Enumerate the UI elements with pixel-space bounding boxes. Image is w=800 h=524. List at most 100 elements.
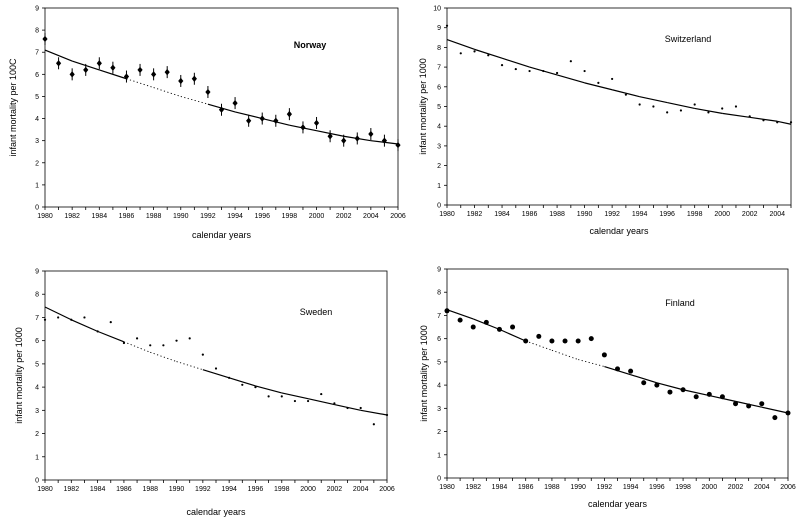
y-tick-label: 2 [437, 163, 441, 170]
x-tick-label: 2004 [353, 486, 369, 493]
y-tick-label: 1 [437, 452, 441, 459]
data-point [341, 137, 347, 144]
x-tick-label: 1996 [254, 213, 270, 220]
data-point [286, 110, 292, 118]
x-tick-label: 1986 [522, 211, 538, 218]
y-tick-label: 7 [437, 313, 441, 320]
trend-line-segment [360, 409, 388, 416]
data-point [55, 60, 62, 67]
data-point [214, 367, 218, 370]
x-tick-label: 1996 [659, 211, 675, 218]
plot-frame [44, 270, 388, 481]
data-point [205, 88, 211, 96]
data-point [218, 106, 225, 113]
data-point [228, 376, 231, 379]
trend-line-segment [153, 87, 181, 97]
trend-line-segment [584, 82, 613, 91]
x-tick-label: 1994 [221, 486, 237, 493]
data-point [201, 353, 204, 356]
y-tick-label: 3 [437, 143, 441, 150]
y-tick-label: 0 [35, 205, 39, 212]
data-point [597, 81, 600, 84]
data-point [57, 316, 60, 319]
data-point [395, 141, 401, 149]
data-point [162, 344, 165, 347]
data-point [638, 103, 641, 106]
x-tick-label: 2002 [728, 484, 744, 491]
x-axis-label: calendar years [192, 230, 252, 240]
data-point [320, 392, 323, 396]
data-point [679, 109, 683, 112]
trend-line-segment [150, 351, 177, 362]
x-tick-label: 1996 [248, 486, 264, 493]
x-axis-label: calendar years [588, 499, 648, 509]
trend-line-segment [639, 96, 668, 104]
panel-title: Norway [294, 40, 327, 50]
x-tick-label: 2004 [363, 213, 379, 220]
y-tick-label: 1 [35, 182, 39, 189]
data-point [500, 64, 504, 67]
x-tick-label: 2002 [742, 211, 758, 218]
x-tick-label: 1986 [116, 486, 132, 493]
x-axis-label: calendar years [186, 507, 246, 517]
x-tick-label: 1980 [37, 486, 53, 493]
data-point [83, 316, 86, 319]
x-tick-label: 1988 [544, 484, 560, 491]
x-tick-label: 1990 [570, 484, 586, 491]
x-tick-label: 1988 [142, 486, 158, 493]
data-point [762, 119, 765, 122]
x-tick-label: 1990 [577, 211, 593, 218]
y-tick-label: 4 [437, 383, 441, 390]
x-tick-label: 2000 [309, 213, 325, 220]
y-tick-label: 4 [437, 124, 441, 131]
data-point [267, 395, 270, 398]
data-point [175, 339, 178, 342]
x-tick-label: 1984 [494, 211, 510, 218]
x-tick-label: 1992 [597, 484, 613, 491]
data-point [615, 366, 620, 372]
y-tick-label: 0 [35, 478, 39, 485]
data-point [496, 326, 502, 332]
data-point [191, 75, 197, 82]
trend-line-segment [499, 328, 526, 342]
data-point [719, 394, 725, 400]
x-tick-label: 2002 [336, 213, 352, 220]
x-tick-label: 2004 [769, 211, 785, 218]
data-point [641, 380, 647, 386]
x-tick-label: 1984 [90, 486, 106, 493]
data-point [273, 117, 279, 124]
x-tick-label: 1986 [119, 213, 135, 220]
x-tick-label: 1992 [195, 486, 211, 493]
data-point [232, 99, 238, 107]
data-point [693, 394, 699, 400]
y-tick-label: 5 [35, 94, 39, 101]
data-point [110, 64, 116, 71]
y-tick-label: 6 [437, 84, 441, 91]
x-tick-label: 1980 [37, 213, 53, 220]
trend-line-segment [228, 377, 256, 387]
data-point [470, 324, 476, 330]
data-point [122, 341, 126, 345]
trend-line-segment [656, 382, 684, 391]
trend-line-segment [307, 398, 335, 406]
data-point [96, 60, 102, 67]
trend-line-segment [682, 389, 710, 397]
data-point [151, 71, 157, 78]
data-point [785, 410, 791, 416]
y-tick-label: 10 [433, 6, 441, 13]
y-tick-label: 2 [35, 431, 39, 438]
plot-frame [446, 7, 792, 206]
trend-line-segment [611, 89, 640, 98]
trend-line-segment [123, 341, 151, 353]
panel-sweden: 0 1 2 3 4 5 6 7 8 9 1980 1982 1984 1986 1988 1990 1992 19… [14, 269, 395, 518]
data-point [776, 121, 779, 124]
trend-line-segment [446, 309, 474, 320]
panel-switzerland: 0 1 2 3 4 5 6 7 8 9 10 1980 1982 1984 1986 1988 1990 1992… [418, 6, 793, 236]
panel-title: Finland [665, 298, 695, 308]
data-point [667, 389, 673, 395]
data-point [628, 368, 634, 374]
trend-line-segment [777, 120, 792, 125]
data-point [734, 105, 738, 108]
trend-line-segment [556, 74, 585, 84]
